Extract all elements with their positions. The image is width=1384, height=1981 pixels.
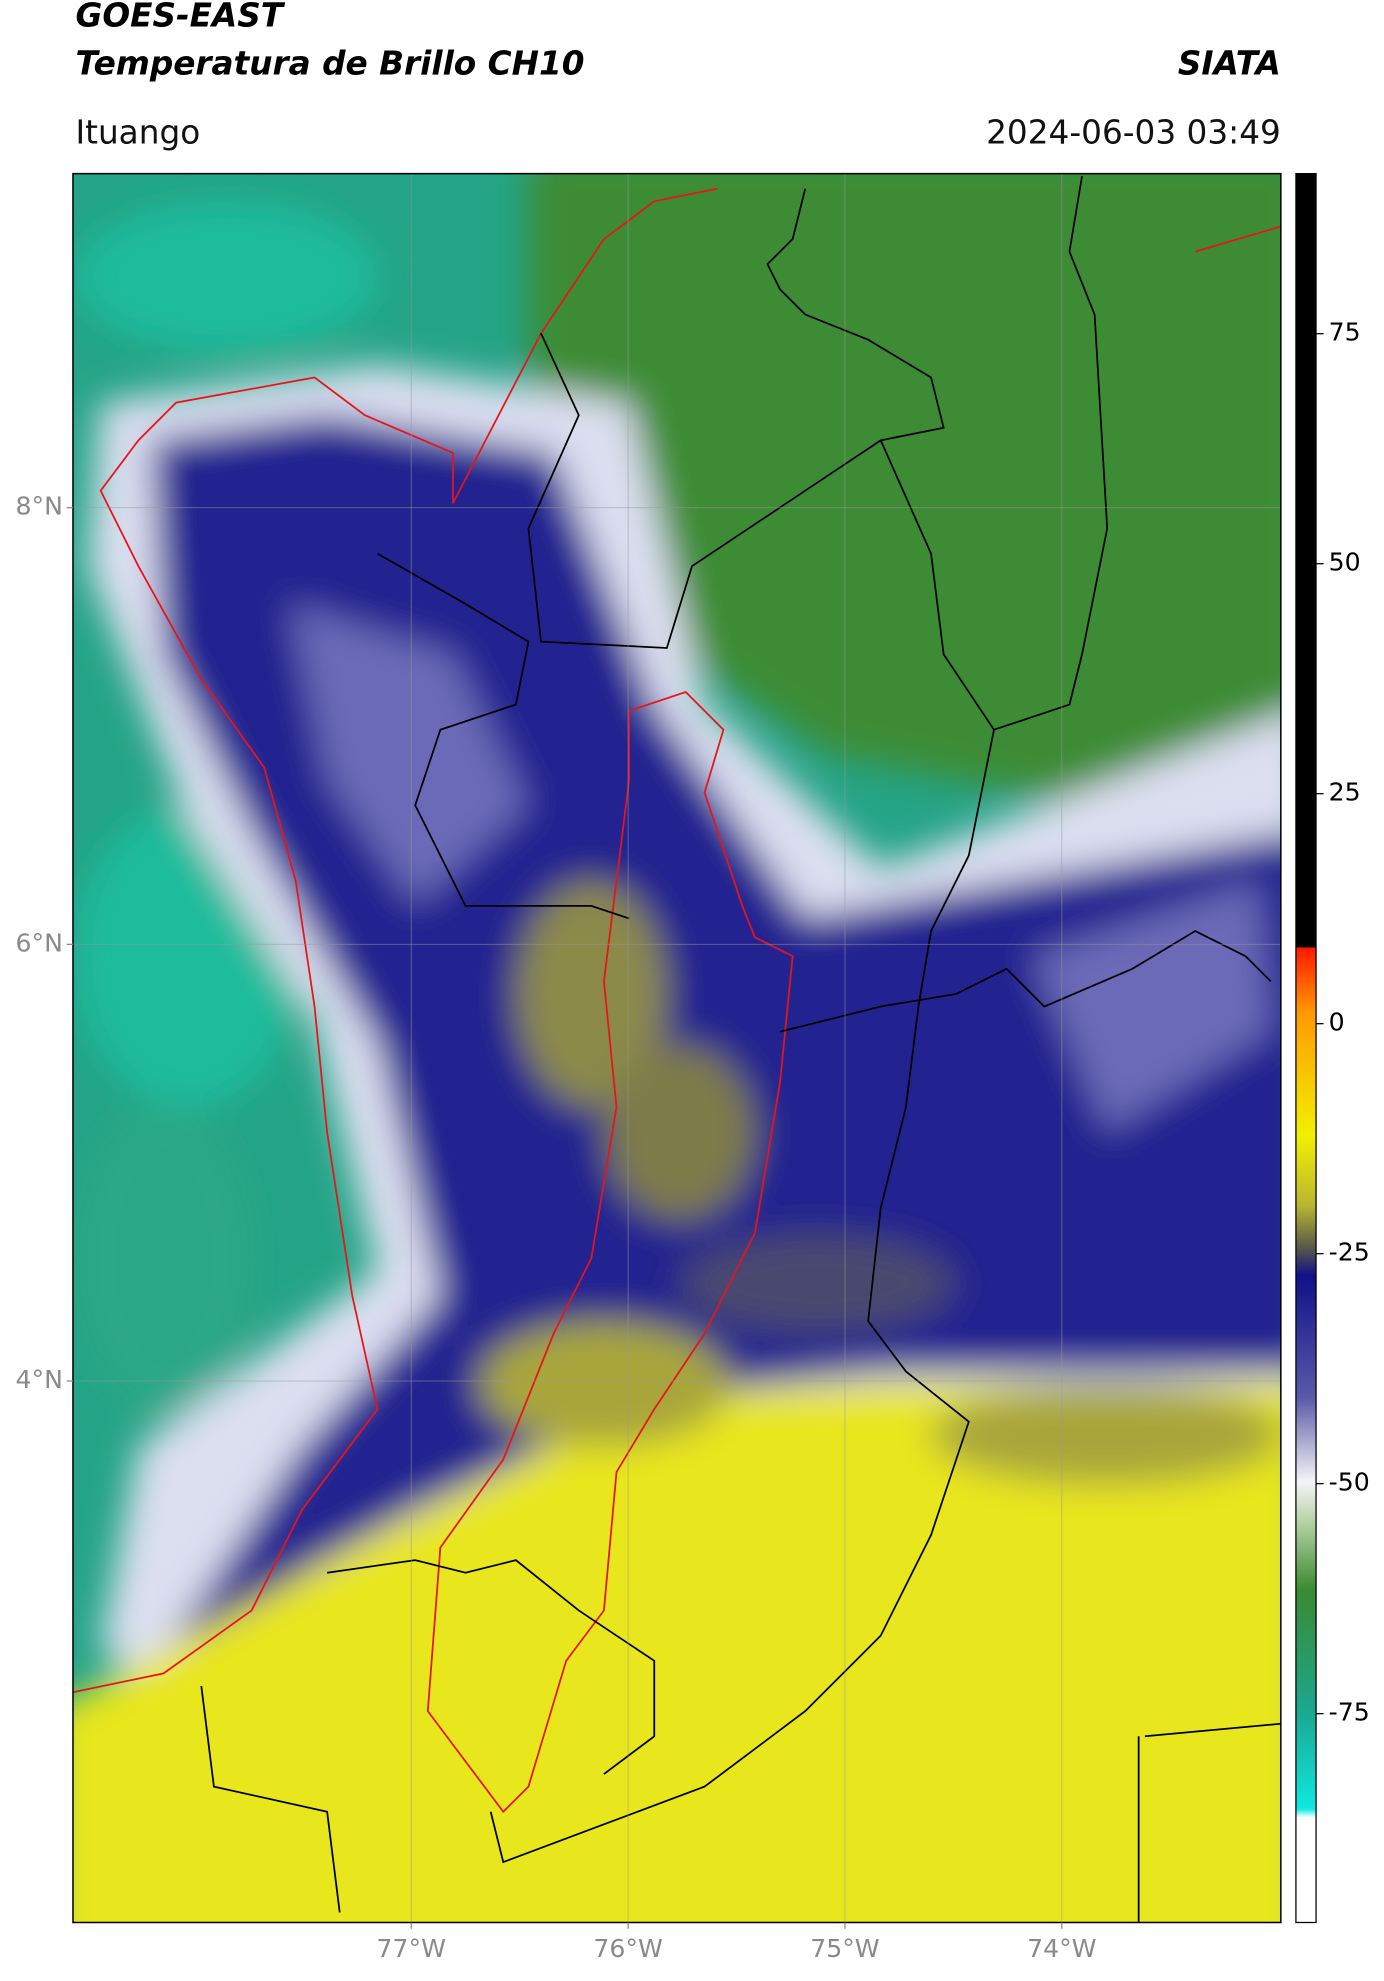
subtitle: Temperatura de Brillo CH10 [75, 44, 584, 82]
colorbar-tick-label: 25 [1329, 778, 1361, 807]
colorbar-tick-label: 50 [1329, 548, 1361, 577]
map-frame [72, 172, 1282, 1924]
x-tick-label: 75°W [810, 1934, 880, 1963]
grid [72, 173, 1281, 1923]
colorbar-tick-label: 0 [1329, 1008, 1345, 1037]
colorbar [1295, 172, 1317, 1924]
colorbar-tick-label: -25 [1329, 1238, 1370, 1267]
location: Ituango [75, 114, 200, 152]
agency: SIATA [1178, 44, 1281, 82]
map-image [72, 173, 1281, 1923]
x-tick-label: 74°W [1027, 1934, 1097, 1963]
y-tick-label: 8°N [16, 492, 63, 521]
title: GOES-EAST [75, 0, 285, 35]
colorbar-tick-label: -75 [1329, 1698, 1370, 1727]
y-tick-label: 4°N [16, 1365, 63, 1394]
x-tick-label: 77°W [377, 1934, 447, 1963]
x-tick-label: 76°W [593, 1934, 663, 1963]
colorbar-tick-label: -50 [1329, 1468, 1370, 1497]
y-tick-label: 6°N [16, 928, 63, 957]
colorbar-tick-label: 75 [1329, 318, 1361, 347]
timestamp: 2024-06-03 03:49 [986, 114, 1281, 152]
